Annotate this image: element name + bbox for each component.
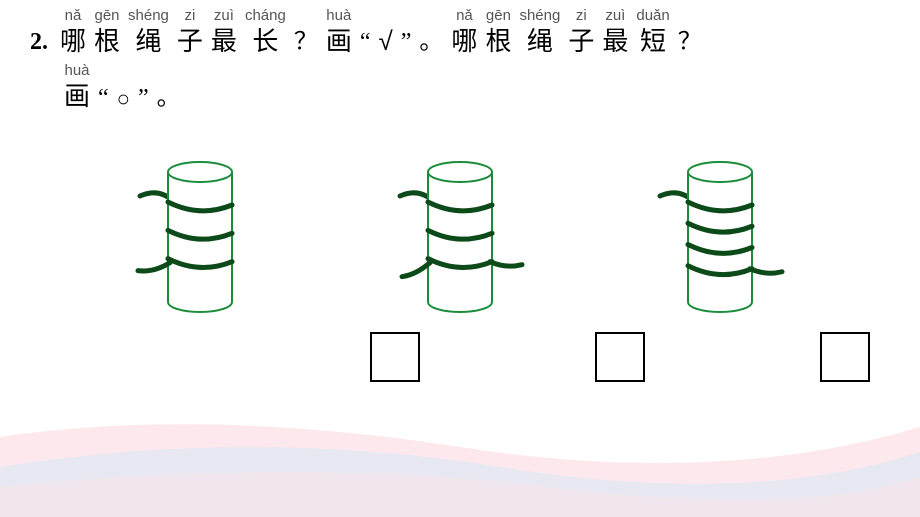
char-l1-1: gēn根 <box>94 8 120 57</box>
question-number: 2. <box>30 28 48 57</box>
char-l1-0: nǎ哪 <box>60 8 86 57</box>
char-l1b-0: nǎ哪 <box>451 8 477 57</box>
char-l1-2: shéng绳 <box>128 8 169 57</box>
answer-row <box>0 332 920 382</box>
decorative-wave-bg <box>0 397 920 517</box>
char-l1b-4: zuì最 <box>602 8 628 57</box>
quote-open-2: “ <box>98 84 109 113</box>
checkmark-symbol: √ <box>378 8 392 57</box>
punct-q2: ？ <box>678 28 702 57</box>
question-line-1: 2. nǎ哪gēn根shéng绳zi子zuì最cháng长 ？ huà 画 “ … <box>30 8 890 57</box>
circle-symbol: ○ <box>117 68 130 112</box>
quote-close-1: ” <box>401 28 412 57</box>
char-l1-3: zi子 <box>177 8 203 57</box>
cylinder-3 <box>640 152 800 322</box>
answer-box-3[interactable] <box>820 332 870 382</box>
cylinders-row <box>0 152 920 322</box>
char-l1b-2: shéng绳 <box>519 8 560 57</box>
char-l1b-5: duǎn短 <box>636 8 669 57</box>
quote-close-2: ” <box>138 84 149 113</box>
question-line-2: huà 画 “ ○ ” 。 <box>60 63 890 112</box>
char-l1b-3: zi子 <box>568 8 594 57</box>
cylinder-1 <box>120 152 280 322</box>
char-l1-5: cháng长 <box>245 8 286 57</box>
cylinder-2 <box>380 152 540 322</box>
punct-q1: ？ <box>294 28 318 57</box>
char-l1b-1: gēn根 <box>485 8 511 57</box>
cylinder-svg-1 <box>120 152 280 322</box>
period-2: 。 <box>157 84 181 113</box>
quote-open-1: “ <box>360 28 371 57</box>
answer-box-2[interactable] <box>595 332 645 382</box>
char-hua1: huà 画 <box>326 8 352 57</box>
answer-box-1[interactable] <box>370 332 420 382</box>
char-hua2: huà 画 <box>64 63 90 112</box>
cylinder-svg-2 <box>380 152 540 322</box>
cylinder-svg-3 <box>640 152 800 322</box>
char-l1-4: zuì最 <box>211 8 237 57</box>
period-1: 。 <box>419 28 443 57</box>
